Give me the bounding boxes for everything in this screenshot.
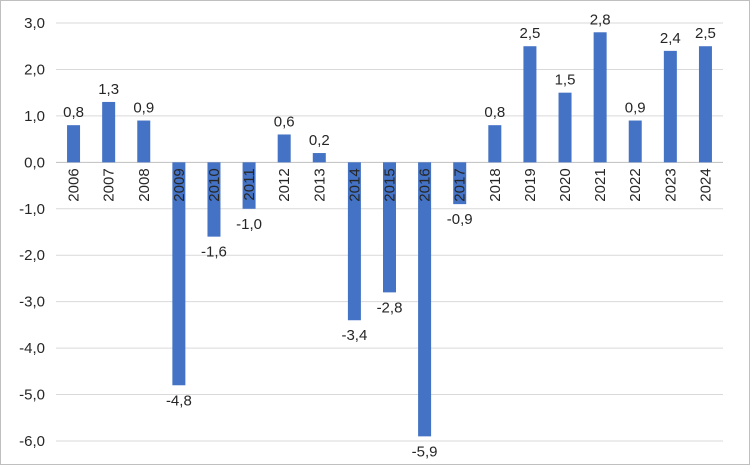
data-label-2021: 2,8 [590, 11, 611, 28]
x-tick-label-2022: 2022 [627, 168, 644, 201]
bar-2008 [137, 120, 151, 163]
x-tick-label-2007: 2007 [101, 168, 118, 201]
x-tick-label-2008: 2008 [136, 168, 153, 201]
bar-2013 [312, 153, 326, 163]
data-label-2023: 2,4 [660, 30, 681, 47]
x-tick-label-2018: 2018 [487, 168, 504, 201]
y-tick-label: -1,0 [19, 201, 45, 218]
x-tick-label-2009: 2009 [171, 168, 188, 201]
data-label-2018: 0,8 [484, 104, 505, 121]
x-tick-label-2023: 2023 [662, 168, 679, 201]
y-tick-label: -6,0 [19, 433, 45, 450]
x-tick-label-2024: 2024 [697, 168, 714, 201]
data-labels: 0,8 1,3 0,9 -4,8 -1,6 -1,0 0,6 0,2 -3,4 -2,8 -5,9 -… [63, 11, 716, 460]
data-label-2022: 0,9 [625, 100, 646, 117]
y-tick-label: 2,0 [24, 61, 45, 78]
data-label-2007: 1,3 [98, 81, 119, 98]
x-tick-label-2017: 2017 [452, 168, 469, 201]
data-label-2015: -2,8 [377, 299, 403, 316]
bar-2015 [383, 162, 396, 293]
data-label-2010: -1,6 [201, 244, 227, 261]
x-tick-label-2010: 2010 [206, 168, 223, 201]
y-tick-label: -4,0 [19, 340, 45, 357]
bar-2012 [277, 134, 291, 163]
x-tick-label-2011: 2011 [241, 168, 258, 200]
data-label-2024: 2,5 [695, 25, 716, 42]
x-tick-label-2012: 2012 [276, 168, 293, 201]
data-label-2013: 0,2 [309, 132, 330, 149]
y-tick-label: 1,0 [24, 108, 45, 125]
x-tick-label-2019: 2019 [522, 168, 539, 201]
x-axis-tick-labels: 2006 2007 2008 2009 2010 2011 2012 2013 2014 2015… [66, 168, 715, 201]
bar-2018 [488, 125, 502, 163]
bar-2010 [207, 162, 221, 237]
y-tick-label: -2,0 [19, 247, 45, 264]
bar-2007 [102, 101, 116, 163]
data-label-2011: -1,0 [236, 216, 262, 233]
x-tick-label-2015: 2015 [382, 168, 399, 201]
y-axis-tick-labels: 3,0 2,0 1,0 0,0 -1,0 -2,0 -3,0 -4,0 -5,0 -6,0 [19, 15, 45, 450]
bar-2006 [67, 125, 81, 163]
bar-2009 [172, 162, 186, 386]
data-label-2014: -3,4 [341, 327, 367, 344]
bar-2020 [558, 92, 572, 163]
x-tick-label-2021: 2021 [592, 168, 609, 201]
bar-2023 [663, 50, 677, 163]
data-label-2012: 0,6 [274, 113, 295, 130]
bar-2022 [628, 120, 642, 163]
x-tick-label-2013: 2013 [311, 168, 328, 201]
x-tick-label-2014: 2014 [346, 168, 363, 201]
bar-2017 [453, 162, 467, 205]
x-tick-label-2006: 2006 [66, 168, 83, 201]
data-label-2020: 1,5 [555, 72, 576, 89]
data-label-2017: -0,9 [447, 211, 473, 228]
bar-2016 [418, 162, 432, 437]
data-label-2006: 0,8 [63, 104, 84, 121]
data-label-2008: 0,9 [133, 100, 154, 117]
data-label-2016: -5,9 [412, 443, 438, 460]
y-tick-label: 0,0 [24, 154, 45, 171]
bar-2021 [593, 32, 607, 163]
bar-2011 [242, 162, 256, 209]
y-tick-label: 3,0 [24, 15, 45, 32]
bars [67, 32, 712, 437]
bar-2014 [347, 162, 361, 321]
bar-2019 [523, 46, 537, 163]
x-tick-label-2020: 2020 [557, 168, 574, 201]
bar-2024 [698, 46, 712, 163]
x-tick-label-2016: 2016 [417, 168, 434, 201]
y-tick-label: -5,0 [19, 387, 45, 404]
y-tick-label: -3,0 [19, 294, 45, 311]
data-label-2019: 2,5 [519, 25, 540, 42]
data-label-2009: -4,8 [166, 392, 192, 409]
